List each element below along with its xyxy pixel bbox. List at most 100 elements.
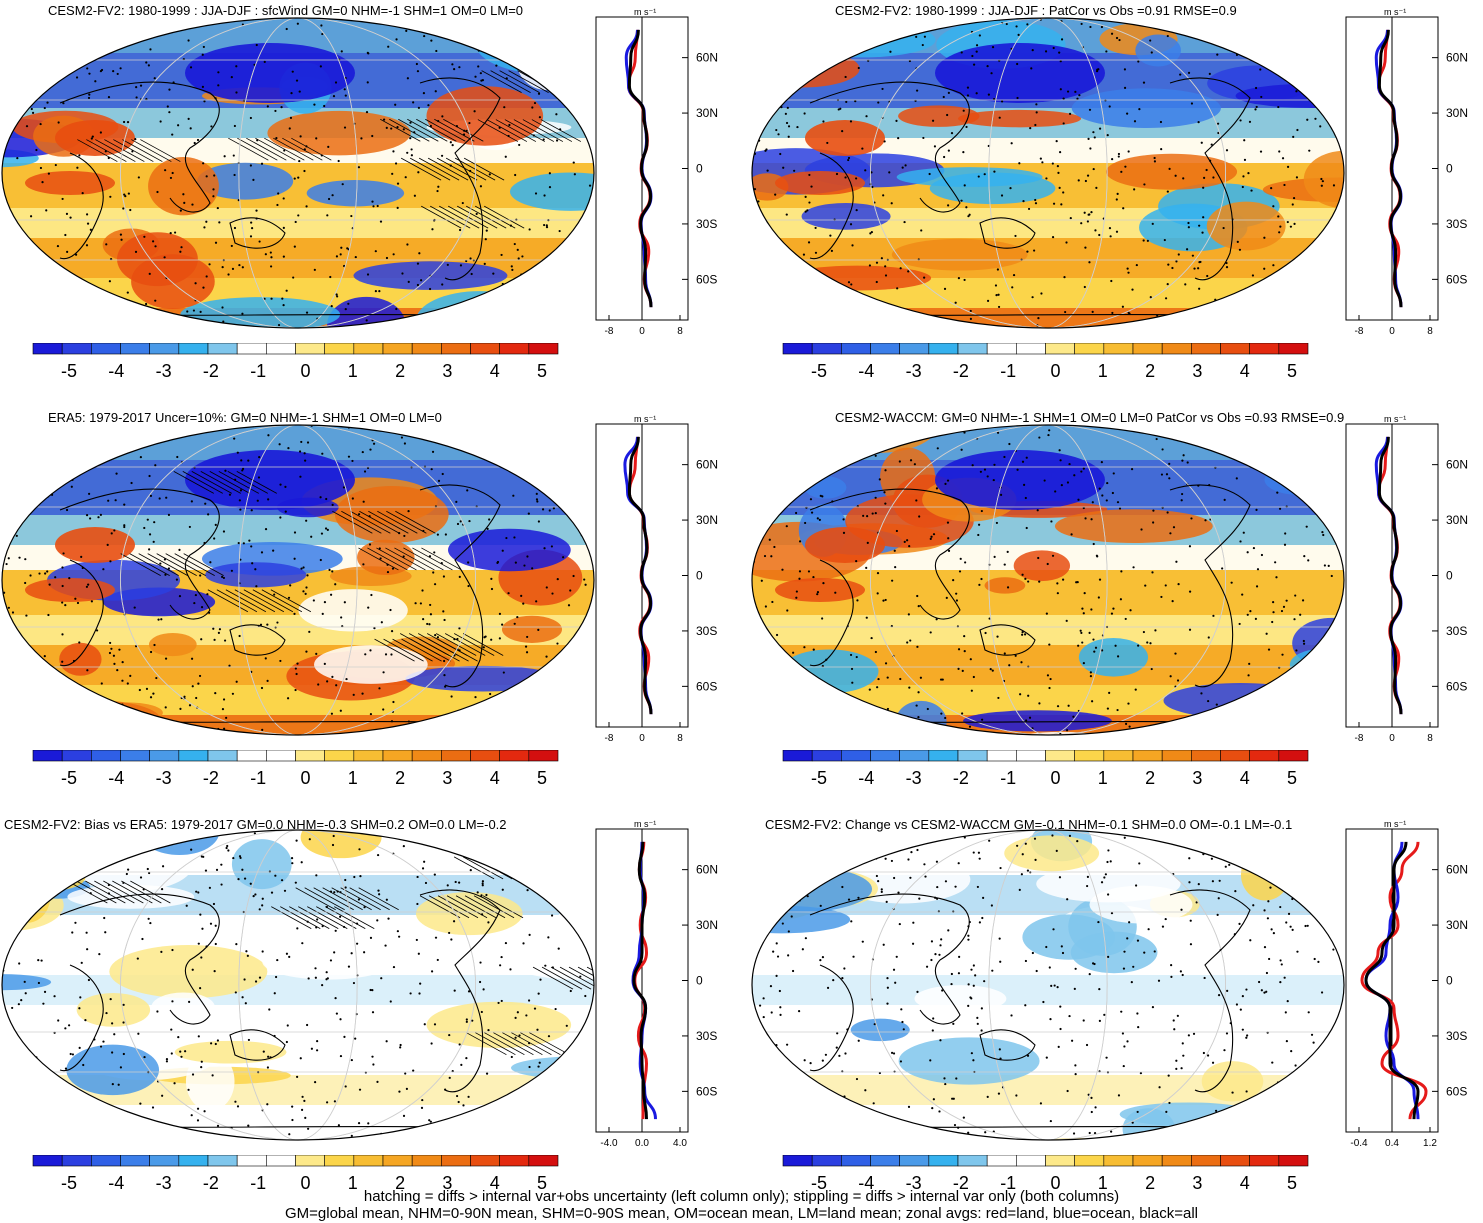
zonal-plot-p1: m s⁻¹ 60N 30N 0 30S 60S -8 0 8 [595, 7, 718, 335]
colorbar-tick-label: 0 [300, 1173, 310, 1193]
lat-label: 60S [1446, 679, 1467, 693]
lat-label: 30N [696, 106, 718, 120]
map-p6 [751, 829, 1345, 1141]
zonal-tick-label: -8 [1355, 326, 1364, 335]
lat-label: 0 [696, 569, 703, 583]
colorbar-tick-label: 2 [395, 1173, 405, 1193]
colorbar-tick-label: -5 [61, 361, 77, 381]
colorbar-tick-label: -1 [250, 1173, 266, 1193]
colorbar-tick-label: 5 [537, 361, 547, 381]
panel-title: CESM2-FV2: 1980-1999 : JJA-DJF : PatCor … [835, 3, 1237, 18]
units-label: m s⁻¹ [634, 414, 656, 424]
colorbar-tick-label: -1 [250, 768, 266, 788]
lat-label: 60S [696, 679, 717, 693]
colorbar-tick-label: -3 [156, 361, 172, 381]
zonal-plot-p2: m s⁻¹ 60N 30N 0 30S 60S -8 0 8 [1345, 7, 1468, 335]
zonal-series-all [1377, 436, 1403, 715]
panel-title: CESM2-FV2: Change vs CESM2-WACCM GM=-0.1… [765, 817, 1293, 832]
colorbar-tick-label: -4 [108, 768, 124, 788]
units-label: m s⁻¹ [1384, 414, 1406, 424]
zonal-tick-label: -8 [605, 733, 614, 742]
panel-p6: CESM2-FV2: Change vs CESM2-WACCM GM=-0.1… [750, 812, 1483, 1212]
colorbar-tick-label: 5 [1287, 768, 1297, 788]
panel-p1: CESM2-FV2: 1980-1999 : JJA-DJF : sfcWind… [0, 0, 733, 400]
colorbar-tick-label: -5 [61, 768, 77, 788]
lat-label: 0 [696, 162, 703, 176]
lat-label: 60N [696, 51, 718, 65]
lat-label: 30S [1446, 1029, 1467, 1043]
lat-label: 60S [1446, 272, 1467, 286]
colorbar-tick-label: -2 [953, 1173, 969, 1193]
zonal-tick-label: 8 [677, 733, 683, 742]
zonal-series-land [1376, 436, 1403, 715]
units-label: m s⁻¹ [634, 819, 656, 829]
zonal-tick-label: -8 [605, 326, 614, 335]
zonal-tick-label: -0.4 [1350, 1138, 1368, 1147]
lat-label: 30N [1446, 918, 1468, 932]
zonal-series-land [1376, 29, 1403, 308]
zonal-series-all [627, 436, 653, 715]
colorbar-tick-label: 4 [490, 768, 500, 788]
colorbar-tick-label: -1 [1000, 768, 1016, 788]
zonal-series-all [1364, 841, 1420, 1120]
colorbar-tick-label: -1 [1000, 361, 1016, 381]
colorbar-tick-label: -5 [61, 1173, 77, 1193]
zonal-tick-label: 0 [1389, 326, 1395, 335]
colorbar-tick-label: 3 [442, 361, 452, 381]
zonal-series-land [626, 29, 653, 308]
colorbar-p5: -5 -4 -3 -2 -1 0 1 2 3 4 5 [32, 1155, 559, 1193]
colorbar-tick-label: -4 [108, 361, 124, 381]
zonal-tick-label: 0.4 [1385, 1138, 1399, 1147]
lat-label: 30N [1446, 513, 1468, 527]
zonal-plot-p5: m s⁻¹ 60N 30N 0 30S 60S -4.0 0.0 4.0 [595, 819, 718, 1147]
colorbar-tick-label: 4 [1240, 361, 1250, 381]
zonal-tick-label: 0.0 [635, 1138, 649, 1147]
colorbar-tick-label: -5 [811, 1173, 827, 1193]
colorbar-tick-label: -4 [858, 361, 874, 381]
zonal-tick-label: -8 [1355, 733, 1364, 742]
colorbar-tick-label: -2 [203, 768, 219, 788]
zonal-tick-label: 8 [1427, 733, 1433, 742]
zonal-tick-label: 4.0 [673, 1138, 687, 1147]
colorbar-tick-label: 5 [1287, 361, 1297, 381]
lat-label: 30N [696, 513, 718, 527]
colorbar-p2: -5 -4 -3 -2 -1 0 1 2 3 4 5 [782, 343, 1309, 381]
colorbar-tick-label: -3 [156, 768, 172, 788]
panel-title: CESM2-FV2: 1980-1999 : JJA-DJF : sfcWind… [48, 3, 524, 18]
units-label: m s⁻¹ [634, 7, 656, 17]
units-label: m s⁻¹ [1384, 819, 1406, 829]
colorbar-tick-label: -5 [811, 768, 827, 788]
lat-label: 0 [1446, 162, 1453, 176]
lat-label: 30S [1446, 217, 1467, 231]
colorbar-tick-label: 3 [1192, 361, 1202, 381]
colorbar-tick-label: 2 [395, 768, 405, 788]
lat-label: 60N [1446, 51, 1468, 65]
panel-p4: CESM2-WACCM: GM=0 NHM=-1 SHM=1 OM=0 LM=0… [750, 407, 1483, 807]
lat-label: 60N [1446, 863, 1468, 877]
colorbar-tick-label: 0 [300, 768, 310, 788]
lat-label: 60N [1446, 458, 1468, 472]
colorbar-tick-label: 0 [1050, 768, 1060, 788]
colorbar-tick-label: -2 [953, 768, 969, 788]
footer-line-2: GM=global mean, NHM=0-90N mean, SHM=0-90… [284, 1205, 1198, 1222]
colorbar-tick-label: 2 [1145, 361, 1155, 381]
colorbar-p3: -5 -4 -3 -2 -1 0 1 2 3 4 5 [32, 750, 559, 788]
lat-label: 30N [1446, 106, 1468, 120]
units-label: m s⁻¹ [1384, 7, 1406, 17]
colorbar-p4: -5 -4 -3 -2 -1 0 1 2 3 4 5 [782, 750, 1309, 788]
colorbar-tick-label: 4 [1240, 1173, 1250, 1193]
colorbar-tick-label: 2 [1145, 1173, 1155, 1193]
panel-title: CESM2-WACCM: GM=0 NHM=-1 SHM=1 OM=0 LM=0… [835, 410, 1345, 425]
colorbar-tick-label: 1 [1098, 768, 1108, 788]
zonal-series-all [627, 29, 653, 308]
colorbar-tick-label: -3 [906, 361, 922, 381]
map-p3 [1, 424, 595, 736]
lat-label: 60S [696, 1084, 717, 1098]
colorbar-tick-label: -2 [203, 1173, 219, 1193]
zonal-tick-label: 0 [1389, 733, 1395, 742]
colorbar-tick-label: 4 [490, 1173, 500, 1193]
colorbar-tick-label: 4 [490, 361, 500, 381]
zonal-plot-p6: m s⁻¹ 60N 30N 0 30S 60S -0.4 0.4 1.2 [1345, 819, 1468, 1147]
colorbar-tick-label: -1 [1000, 1173, 1016, 1193]
colorbar-tick-label: -4 [108, 1173, 124, 1193]
